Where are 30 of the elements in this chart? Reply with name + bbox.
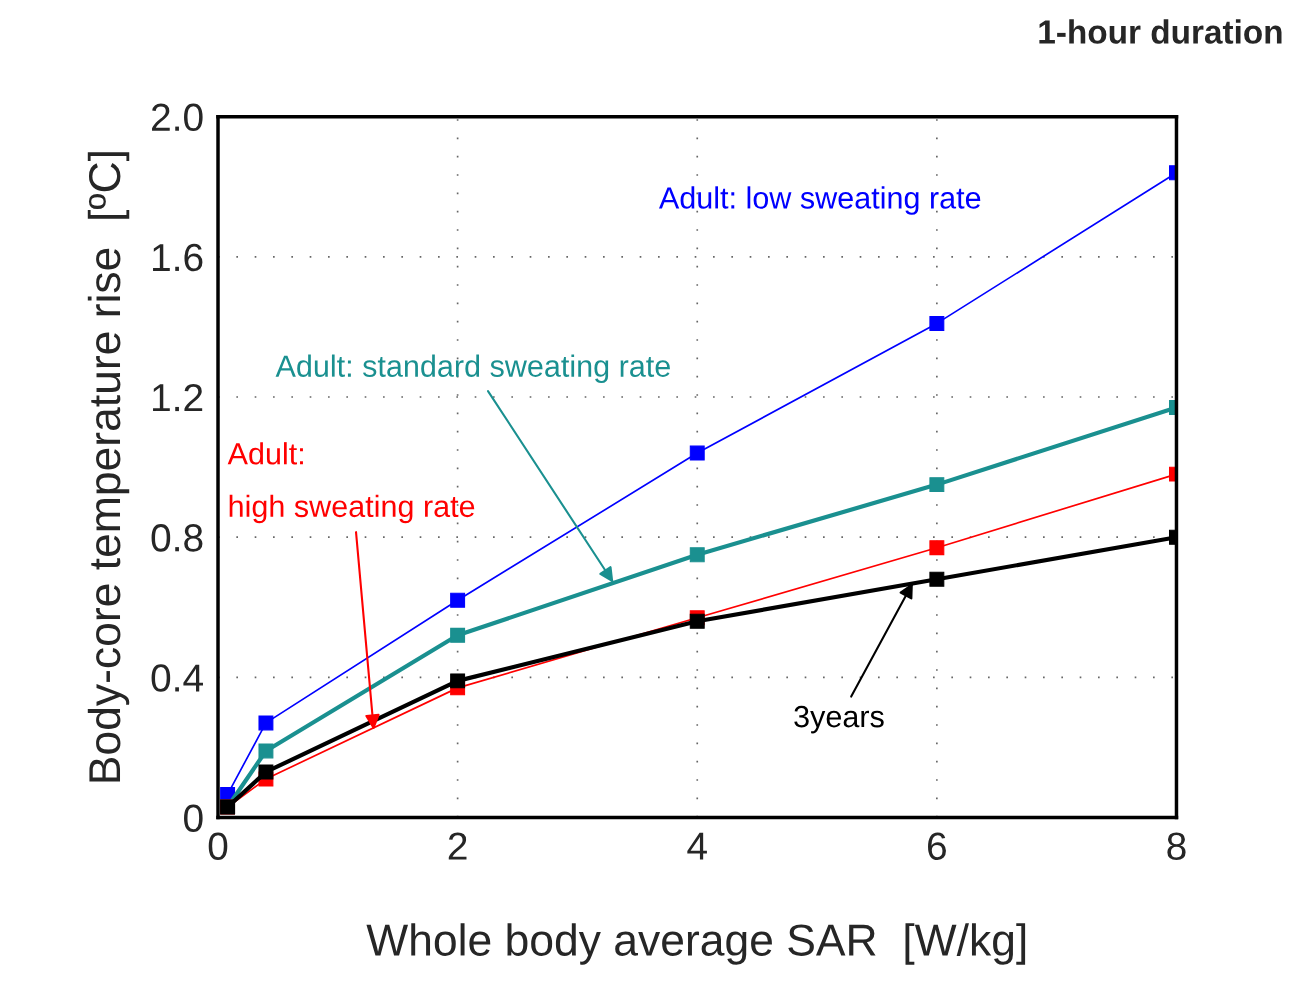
point (450, 627, 466, 643)
chart-title: 1-hour duration (1039, 19, 1282, 44)
y-tick-label: 0.8 (151, 524, 203, 552)
annotation: Adult: high sweating rate (227, 442, 475, 524)
x-tick-label: 0 (208, 832, 228, 860)
y-tick-label: 0 (184, 804, 203, 833)
point (258, 715, 274, 731)
annotation: 3years (794, 705, 884, 734)
y-tick-label: 2.0 (152, 103, 203, 132)
point (450, 673, 466, 689)
x-tick-label: 2 (448, 832, 467, 860)
x-tick-label: 6 (928, 832, 946, 860)
annotation: Adult: standard sweating rate (275, 354, 670, 383)
x-tick-label: 8 (1167, 832, 1186, 860)
point (689, 547, 705, 563)
point (929, 571, 945, 587)
y-tick-label: 0.4 (151, 664, 203, 692)
point (450, 592, 466, 608)
y-tick-label: 1.6 (153, 243, 203, 272)
point (258, 764, 274, 780)
point (929, 477, 945, 493)
x-tick-label: 4 (687, 832, 707, 860)
y-axis-title: Body-core temperature rise [ºC] (87, 152, 130, 782)
point (258, 743, 274, 759)
x-axis-title: Whole body average SAR [W/kg] (366, 923, 1026, 965)
point (929, 315, 945, 331)
y-tick-label: 1.2 (153, 383, 203, 412)
point (929, 540, 945, 556)
point (689, 445, 705, 461)
annotation: Adult: low sweating rate (658, 186, 981, 215)
